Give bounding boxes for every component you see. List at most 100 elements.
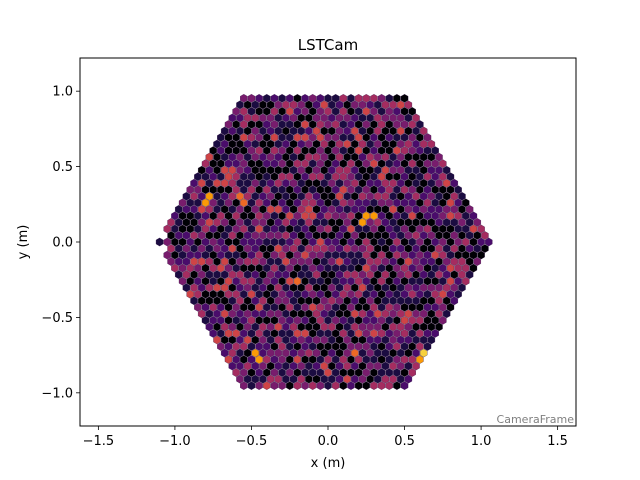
camera-pixel [167,244,175,253]
camera-pixel [477,237,485,247]
camera-pixel [408,276,416,286]
camera-pixel [358,100,367,110]
camera-pixel [351,113,359,123]
camera-pixel [286,237,294,247]
camera-pixel [217,342,225,351]
camera-pixel [251,152,259,162]
camera-pixel [255,224,263,234]
camera-pixel [412,270,420,279]
camera-pixel [316,107,325,116]
camera-pixel [366,126,374,136]
camera-pixel [462,198,470,208]
camera-pixel [366,100,374,110]
camera-pixel [205,231,214,240]
camera-pixel [381,257,390,266]
camera-pixel [305,218,313,227]
camera-pixel [301,276,309,286]
camera-pixel [286,316,294,325]
camera-pixel [316,237,325,247]
camera-pixel [362,94,370,103]
camera-pixel [220,322,229,332]
camera-pixel [374,218,382,227]
camera-pixel [308,342,317,351]
camera-pixel [236,270,244,279]
camera-pixel [354,303,363,312]
camera-pixel [435,322,443,332]
camera-pixel [220,335,229,345]
camera-pixel [370,237,378,247]
camera-pixel [220,192,229,201]
camera-pixel [354,329,363,338]
camera-pixel [282,348,290,358]
camera-pixel [328,192,336,201]
camera-pixel [400,355,409,364]
camera-pixel [232,133,240,142]
camera-pixel [370,289,378,299]
camera-pixel [385,107,393,116]
camera-pixel [435,178,443,188]
camera-pixel [324,94,332,103]
camera-pixel [324,146,332,155]
camera-pixel [308,289,317,299]
camera-pixel [247,172,256,181]
camera-pixel [377,146,386,155]
camera-pixel [213,231,221,240]
camera-pixel [228,335,237,345]
camera-pixel [435,192,443,201]
camera-pixel [400,94,409,103]
y-tick-label: −0.5 [41,311,73,326]
camera-pixel [251,231,259,240]
camera-pixel [400,159,409,168]
camera-pixel [354,368,363,377]
camera-pixel [198,218,206,227]
camera-pixel [419,322,428,332]
camera-pixel [308,368,317,377]
camera-pixel [320,113,328,123]
camera-pixel [247,237,256,247]
camera-pixel [213,309,221,319]
camera-pixel [397,270,405,279]
camera-pixel [416,289,424,299]
camera-pixel [381,113,390,123]
camera-pixel [385,355,393,364]
camera-pixel [243,192,252,201]
camera-pixel [247,211,256,221]
camera-pixel [198,231,206,240]
camera-pixel [385,368,393,377]
camera-pixel [220,218,229,227]
camera-pixel [343,113,351,123]
camera-pixel [324,303,332,312]
camera-pixel [381,296,390,306]
camera-pixel [266,270,275,279]
camera-pixel [416,211,424,221]
camera-pixel [297,296,305,306]
camera-pixel [190,205,198,214]
camera-pixel [286,303,294,312]
camera-pixel [186,263,194,273]
camera-pixel [301,250,309,260]
camera-pixel [400,107,409,116]
camera-pixel [247,303,256,312]
camera-pixel [320,270,328,279]
camera-pixel [377,185,386,195]
camera-pixel [362,276,370,286]
camera-pixel [423,329,432,338]
camera-pixel [178,198,187,208]
camera-pixel [171,211,179,221]
camera-pixel [217,185,225,195]
camera-pixel [419,244,428,253]
camera-pixel [236,139,244,149]
camera-pixel [178,263,187,273]
camera-pixel [316,355,325,364]
camera-pixel [282,192,290,201]
camera-pixel [358,205,367,214]
camera-pixel [385,146,393,155]
camera-pixel [286,342,294,351]
camera-pixel [385,224,393,234]
camera-pixel [243,283,252,292]
camera-pixel [347,316,355,325]
camera-pixel [351,374,359,384]
camera-pixel [339,237,348,247]
camera-pixel [278,316,286,325]
camera-pixel [320,231,328,240]
